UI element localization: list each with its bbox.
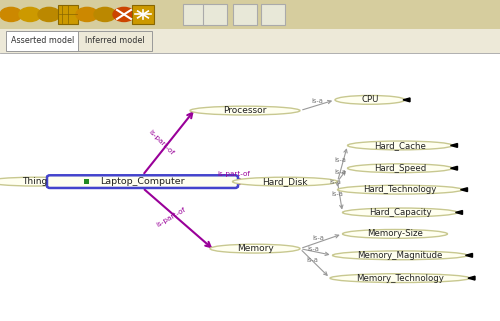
Ellipse shape	[348, 164, 453, 173]
Circle shape	[94, 7, 116, 22]
Polygon shape	[460, 188, 468, 192]
FancyBboxPatch shape	[47, 175, 238, 188]
Ellipse shape	[330, 274, 470, 282]
Polygon shape	[466, 253, 472, 257]
Polygon shape	[456, 211, 462, 214]
Text: Asserted model: Asserted model	[11, 36, 74, 45]
Circle shape	[113, 7, 135, 22]
Text: Processor: Processor	[224, 106, 266, 115]
Text: is-a: is-a	[308, 246, 320, 252]
Text: Memory: Memory	[236, 244, 274, 253]
Text: Hard_Disk: Hard_Disk	[262, 177, 308, 186]
Text: Hard_Cache: Hard_Cache	[374, 141, 426, 150]
Text: Memory_Magnitude: Memory_Magnitude	[358, 251, 442, 260]
Text: is-a: is-a	[332, 191, 344, 197]
Bar	[84, 179, 88, 184]
Circle shape	[38, 7, 60, 22]
FancyBboxPatch shape	[260, 4, 284, 25]
Ellipse shape	[332, 251, 468, 260]
Circle shape	[76, 7, 98, 22]
Ellipse shape	[342, 230, 448, 238]
Bar	[0, 53, 500, 321]
Ellipse shape	[190, 106, 300, 115]
FancyBboxPatch shape	[233, 4, 257, 25]
Polygon shape	[450, 143, 458, 147]
Polygon shape	[468, 276, 475, 280]
Bar	[0, 0, 500, 29]
FancyBboxPatch shape	[78, 30, 152, 51]
Text: is-a: is-a	[306, 257, 318, 263]
Text: Memory_Technology: Memory_Technology	[356, 273, 444, 282]
Text: is-part-of: is-part-of	[148, 128, 175, 156]
Ellipse shape	[342, 208, 458, 217]
Text: is-a: is-a	[313, 235, 324, 241]
Circle shape	[19, 7, 41, 22]
Text: is-a: is-a	[312, 98, 324, 104]
Text: Hard_Capacity: Hard_Capacity	[368, 208, 432, 217]
Text: Inferred model: Inferred model	[85, 36, 145, 45]
Text: Thing: Thing	[22, 177, 48, 186]
FancyBboxPatch shape	[183, 4, 207, 25]
Text: is-part-of: is-part-of	[156, 207, 187, 228]
Text: is-a: is-a	[334, 169, 346, 175]
Text: Laptop_Computer: Laptop_Computer	[100, 177, 185, 186]
Ellipse shape	[335, 95, 405, 104]
Bar	[0, 29, 500, 53]
FancyBboxPatch shape	[203, 4, 227, 25]
Ellipse shape	[232, 177, 338, 186]
Ellipse shape	[348, 141, 453, 150]
FancyBboxPatch shape	[132, 5, 154, 24]
Ellipse shape	[338, 185, 462, 194]
Text: is-part-of: is-part-of	[218, 170, 250, 177]
FancyBboxPatch shape	[58, 5, 78, 24]
Text: Memory-Size: Memory-Size	[367, 230, 423, 239]
Ellipse shape	[0, 177, 82, 186]
Ellipse shape	[210, 244, 300, 253]
Text: Hard_Technology: Hard_Technology	[364, 185, 436, 194]
Text: is-a: is-a	[334, 157, 346, 163]
Circle shape	[0, 7, 22, 22]
Text: is-a: is-a	[329, 179, 341, 186]
FancyBboxPatch shape	[6, 30, 80, 51]
Polygon shape	[450, 166, 458, 170]
Text: CPU: CPU	[361, 95, 379, 104]
Polygon shape	[403, 98, 410, 102]
Text: Hard_Speed: Hard_Speed	[374, 164, 426, 173]
